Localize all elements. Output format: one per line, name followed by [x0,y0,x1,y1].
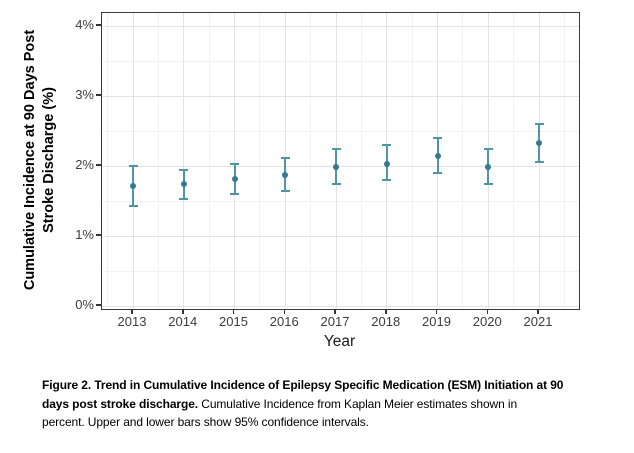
y-tick-mark [96,94,101,96]
x-tick-mark [131,309,133,314]
plot-panel [101,12,580,310]
gridline-y-major [102,235,579,237]
caption-bold-1: Figure 2. Trend in Cumulative Incidence … [42,378,564,392]
x-axis-title: Year [323,333,356,350]
gridline-y-major [102,25,579,27]
error-bar-cap-lower [483,183,493,186]
x-tick-label: 2018 [371,314,401,329]
data-point [536,139,542,146]
error-bar-cap-upper [382,144,392,146]
data-point [282,172,289,179]
data-point [434,153,441,160]
x-tick-mark [334,309,336,314]
y-tick-mark [96,304,101,306]
caption-line-2: days post stroke discharge. Cumulative I… [42,395,632,414]
gridline-x-minor [563,13,565,309]
caption-bold-2: days post stroke discharge. [42,396,199,411]
gridline-x-major [183,13,185,309]
caption-regular-2: Cumulative Incidence from Kaplan Meier e… [198,396,518,411]
gridline-x-minor [310,13,312,309]
gridline-x-minor [259,13,261,309]
error-bar-cap-lower [382,179,392,181]
error-bar-cap-upper [128,165,138,167]
data-point [383,160,390,167]
error-bar-cap-upper [483,148,493,151]
y-tick-label: 1% [75,227,94,242]
y-tick-label: 4% [75,17,94,32]
error-bar-cap-upper [179,169,189,172]
error-bar-cap-lower [128,204,138,207]
y-axis-title-line-1: Cumulative Incidence at 90 Days Post [22,29,38,291]
x-tick-label: 2015 [219,314,248,329]
x-tick-label: 2021 [523,314,553,329]
y-axis-title: Cumulative Incidence at 90 Days Post Str… [21,30,59,290]
gridline-y-minor [102,60,579,62]
gridline-x-minor [462,13,464,309]
caption-regular-3: percent. Upper and lower bars show 95% c… [42,415,369,429]
data-point [231,176,238,183]
figure-caption: Figure 2. Trend in Cumulative Incidence … [42,376,632,432]
gridline-x-minor [411,13,413,309]
error-bar-cap-lower [280,190,290,193]
error-bar-cap-upper [331,148,341,151]
x-tick-label: 2014 [168,314,198,329]
error-bar-cap-upper [534,123,544,125]
caption-line-1: Figure 2. Trend in Cumulative Incidence … [42,376,632,395]
y-tick-mark [96,164,101,166]
gridline-x-minor [157,13,159,309]
x-tick-mark [486,309,488,314]
error-bar-cap-lower [534,160,544,163]
x-tick-mark [182,309,184,314]
gridline-x-major [234,13,235,309]
x-tick-label: 2016 [269,314,299,329]
x-tick-mark [385,309,387,314]
gridline-x-minor [360,13,362,309]
data-point [485,164,492,171]
gridline-y-minor [102,270,579,272]
error-bar-cap-upper [433,137,442,139]
y-tick-label: 2% [75,157,94,172]
gridline-y-major [102,165,579,167]
y-tick-mark [96,234,101,236]
caption-line-3: percent. Upper and lower bars show 95% c… [42,413,632,432]
error-bar-cap-upper [230,162,239,165]
x-tick-mark [232,309,235,314]
error-bar-cap-lower [433,172,442,174]
x-tick-label: 2013 [117,314,147,329]
gridline-y-major [102,95,579,97]
gridline-y-minor [102,130,579,132]
gridline-x-minor [513,13,515,309]
x-tick-mark [435,309,438,314]
error-bar-cap-lower [331,183,341,186]
gridline-y-minor [102,200,579,202]
x-tick-mark [283,309,285,314]
x-tick-label: 2019 [422,314,451,329]
y-tick-label: 0% [75,297,94,312]
gridline-x-minor [107,13,109,309]
data-point [130,182,136,189]
x-tick-label: 2020 [472,314,502,329]
data-point [180,180,187,187]
y-tick-mark [96,24,101,26]
y-tick-label: 3% [75,87,94,102]
data-point [333,164,339,171]
gridline-x-minor [208,13,210,309]
error-bar-cap-upper [280,156,290,159]
x-tick-mark [537,309,539,314]
error-bar-cap-lower [230,193,239,195]
x-tick-label: 2017 [320,314,350,329]
gridline-x-major [132,13,134,309]
gridline-y-major [102,305,579,307]
error-bar-cap-lower [179,197,189,200]
